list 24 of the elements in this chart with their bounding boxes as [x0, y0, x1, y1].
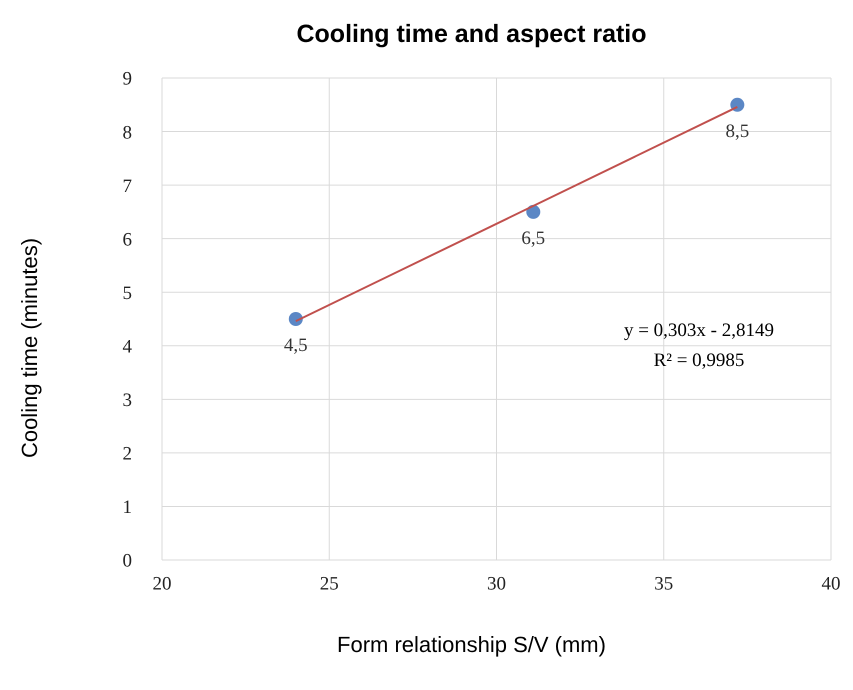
chart-title: Cooling time and aspect ratio — [295, 20, 648, 49]
y-tick-label: 6 — [122, 229, 132, 250]
y-tick-label: 4 — [122, 336, 132, 358]
y-tick-label: 9 — [122, 68, 132, 90]
x-tick-label: 40 — [822, 573, 840, 594]
y-tick-label: 2 — [122, 444, 132, 465]
y-tick-label: 0 — [122, 550, 132, 572]
annotation: R² = 0,9985 — [652, 350, 746, 372]
x-tick-label: 20 — [152, 573, 172, 594]
y-tick-label: 1 — [122, 497, 132, 518]
y-tick-label: 7 — [122, 176, 132, 197]
data-label: 6,5 — [521, 228, 546, 249]
data-label: 4,5 — [284, 335, 308, 356]
x-tick-label: 25 — [320, 573, 339, 594]
data-label: 8,5 — [725, 120, 750, 142]
x-axis-title: Form relationship S/V (mm) — [336, 632, 607, 658]
x-tick-label: 30 — [487, 573, 506, 594]
y-tick-label: 3 — [122, 390, 132, 412]
y-tick-label: 8 — [122, 122, 132, 144]
annotation: y = 0,303x - 2,8149 — [622, 320, 776, 342]
y-axis-title: Cooling time (minutes) — [17, 236, 43, 460]
point — [730, 98, 744, 112]
x-tick-label: 35 — [654, 573, 674, 594]
y-tick-label: 5 — [122, 282, 132, 304]
